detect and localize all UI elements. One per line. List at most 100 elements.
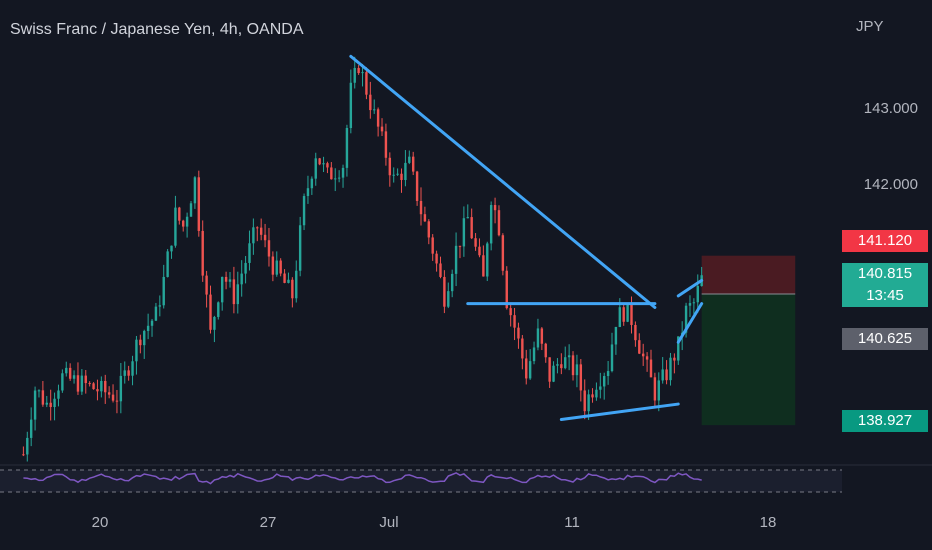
candle-body: [462, 218, 466, 247]
candle-body: [88, 383, 91, 385]
candle-body: [240, 273, 243, 285]
candle-body: [279, 260, 282, 274]
candle-body: [162, 276, 165, 306]
candle-body: [384, 131, 388, 158]
candle-body: [139, 339, 142, 346]
candle-body: [677, 336, 680, 361]
time-tick-27: 27: [259, 514, 277, 531]
candle-body: [259, 227, 263, 235]
candle-body: [466, 217, 469, 219]
candle-body: [127, 370, 130, 376]
candle-body: [154, 306, 158, 321]
candle-body: [493, 205, 497, 211]
chart-title: Swiss Franc / Japanese Yen, 4h, OANDA: [10, 21, 304, 38]
candle-body: [53, 398, 56, 408]
candle-body: [287, 279, 290, 283]
candle-body: [450, 273, 454, 292]
candle-body: [614, 326, 618, 345]
candle-body: [37, 390, 41, 392]
candle-body: [587, 394, 590, 412]
candle-body: [373, 109, 376, 111]
candle-body: [595, 389, 598, 398]
candle-body: [630, 304, 633, 325]
trendline-0[interactable]: [349, 54, 657, 309]
candle-body: [540, 328, 544, 344]
candle-body: [72, 375, 76, 379]
trendline-3[interactable]: [676, 278, 704, 298]
candle-body: [115, 400, 119, 402]
candle-body: [661, 369, 664, 381]
candle-body: [645, 356, 649, 360]
candle-body: [610, 344, 614, 372]
candle-body: [337, 177, 341, 179]
trendline-4[interactable]: [676, 302, 704, 344]
candle-body: [353, 67, 356, 83]
take-profit-zone: [701, 293, 796, 426]
candle-body: [361, 72, 364, 74]
candle-body: [80, 375, 84, 392]
candle-body: [263, 234, 267, 241]
candle-body: [302, 196, 306, 226]
candle-body: [567, 355, 571, 358]
trendlines-group[interactable]: [349, 54, 704, 422]
candle-body: [482, 255, 485, 277]
last-price-value: 140.815: [857, 265, 913, 282]
candle-body: [548, 357, 551, 382]
candle-body: [57, 390, 60, 399]
candle-body: [575, 364, 579, 376]
candle-body: [439, 263, 442, 277]
candle-body: [684, 305, 688, 333]
candle-body: [123, 370, 126, 376]
candle-body: [228, 279, 232, 282]
candle-body: [489, 205, 493, 244]
target-price-badge: 138.927: [842, 410, 928, 432]
candle-body: [45, 402, 48, 405]
candle-body: [236, 284, 239, 305]
candle-body: [365, 72, 368, 95]
candle-body: [182, 220, 185, 227]
candle-body: [528, 361, 532, 379]
candle-body: [298, 225, 302, 271]
candle-body: [22, 454, 25, 456]
price-tick-142: 142.000: [863, 176, 918, 193]
candle-body: [49, 402, 52, 408]
candle-body: [193, 177, 197, 204]
candle-body: [431, 237, 434, 254]
candle-body: [369, 94, 372, 111]
candle-body: [65, 367, 68, 374]
candle-body: [501, 235, 505, 271]
candle-body: [579, 364, 583, 391]
candle-body: [306, 188, 310, 197]
trendline-2[interactable]: [559, 402, 680, 422]
candle-body: [135, 339, 138, 362]
candle-body: [688, 303, 692, 306]
candle-body: [626, 304, 629, 322]
candle-body: [267, 240, 271, 257]
candle-body: [334, 178, 337, 180]
candle-body: [314, 158, 317, 179]
candle-body: [68, 367, 72, 379]
candles-group: [22, 56, 703, 462]
candle-body: [201, 230, 204, 276]
candle-body: [189, 203, 193, 217]
candle-body: [131, 361, 134, 376]
candle-body: [100, 380, 103, 392]
time-tick-11: 11: [564, 514, 580, 531]
candle-body: [244, 262, 247, 274]
candle-body: [474, 238, 477, 247]
candle-body: [649, 359, 653, 378]
candle-body: [513, 315, 516, 328]
rsi-line: [23, 472, 702, 485]
rsi-pane: [0, 464, 932, 493]
candle-body: [606, 371, 610, 377]
candle-body: [41, 390, 45, 405]
candle-body: [692, 302, 696, 304]
candle-body: [396, 173, 399, 175]
candle-body: [232, 279, 236, 305]
candle-body: [349, 82, 353, 128]
candle-body: [217, 302, 220, 317]
candle-body: [458, 245, 462, 247]
rsi-band: [0, 470, 842, 492]
candle-body: [318, 158, 321, 165]
